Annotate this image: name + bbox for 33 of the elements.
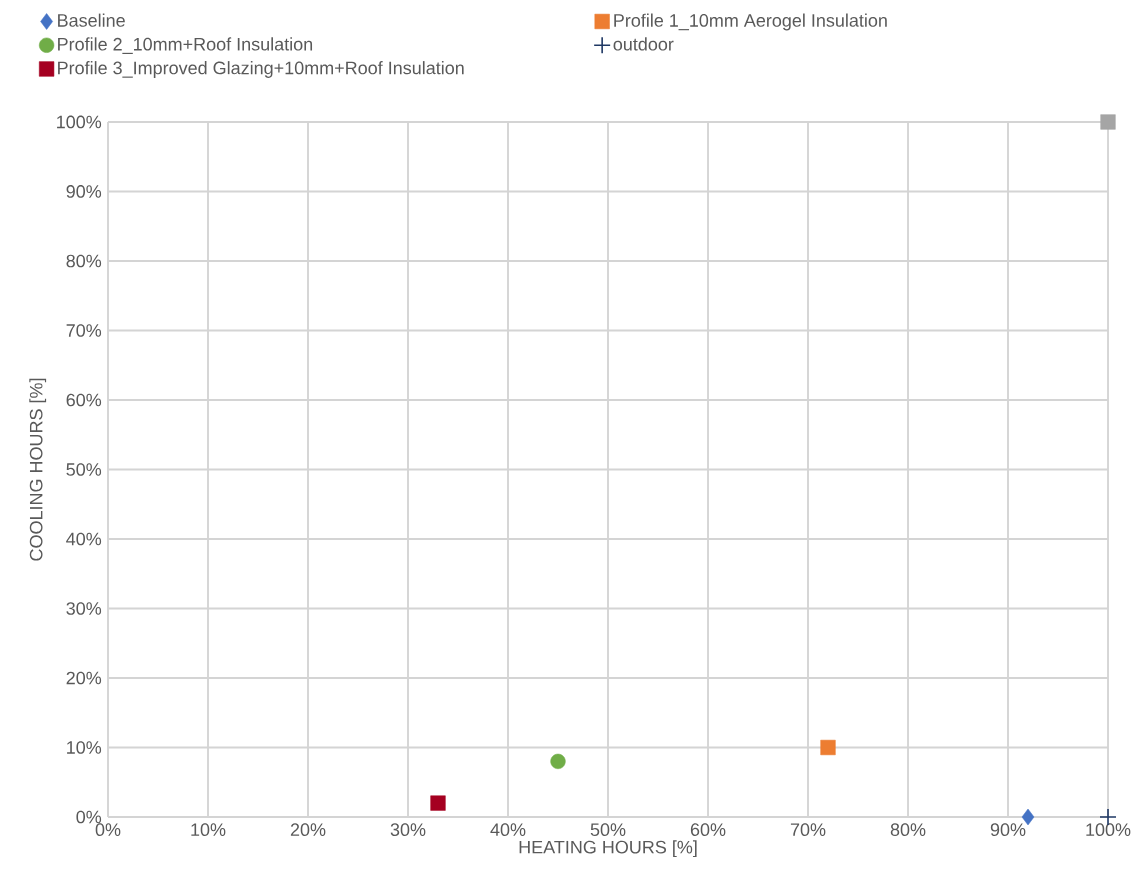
point [1100,114,1116,130]
y-tick-label: 10% [67,741,102,754]
legend-label: Baseline [58,13,125,27]
point [820,739,836,756]
y-tick-label: 60% [66,393,102,407]
legend-label: Profile 2_10mm+Roof Insulation [58,37,313,54]
y-axis-title: COOLING HOURS [%] [29,378,47,561]
x-tick-label: 0% [95,823,121,836]
y-tick-label: 80% [66,254,102,268]
x-tick-label: 20% [290,823,326,836]
y-tick-label: 40% [66,532,102,546]
legend-label: Profile 1_10mm Aerogel Insulation [614,13,887,31]
y-tick-label: 100% [57,115,102,129]
point [430,795,446,811]
x-tick-label: 50% [590,823,626,836]
legend-label: outdoor [613,37,674,51]
x-tick-label: 100% [1086,823,1131,836]
y-tick-label: 0% [76,810,102,824]
x-tick-label: 90% [990,823,1026,836]
y-tick-label: 20% [66,671,102,685]
x-tick-label: 40% [490,823,526,836]
legend-label: Profile 3_Improved Glazing+10mm+Roof Insulation [58,61,464,78]
x-tick-label: 70% [790,823,826,836]
point [550,753,566,769]
y-tick-label: 70% [66,324,102,337]
y-tick-label: 90% [66,185,102,198]
x-tick-label: 30% [390,823,426,836]
y-tick-label: 50% [66,463,102,476]
x-tick-label: 80% [890,823,926,836]
x-tick-label: 10% [191,823,226,836]
y-tick-label: 30% [66,602,102,615]
x-axis-title: HEATING HOURS [%] [519,840,697,858]
x-tick-label: 60% [690,823,726,836]
